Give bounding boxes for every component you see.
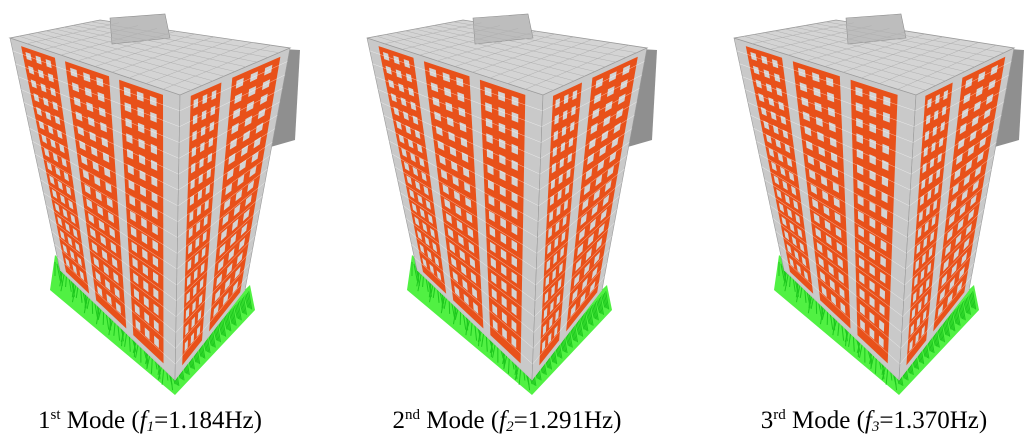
ordinal-suffix: st	[50, 407, 61, 423]
facade-panels	[9, 37, 291, 381]
mode-panel-2: 2nd Mode (f2=1.291Hz)	[357, 0, 657, 443]
frequency-value: 1.184Hz	[168, 407, 254, 434]
building-model-2	[366, 13, 657, 395]
mode-label: Mode	[426, 407, 485, 434]
mode-number: 1	[38, 407, 51, 434]
ordinal-suffix: rd	[773, 407, 786, 423]
frequency-value: 1.291Hz	[527, 407, 614, 434]
roof-slab	[733, 13, 1016, 96]
mode-panel-1: 1st Mode (f1=1.184Hz)	[0, 0, 300, 443]
roof-slab	[366, 13, 649, 96]
mode-caption-3: 3rd Mode (f3=1.370Hz)	[760, 407, 988, 435]
ordinal-suffix: nd	[405, 407, 421, 423]
mode-caption-2: 2nd Mode (f2=1.291Hz)	[392, 407, 622, 435]
frequency-value: 1.370Hz	[893, 407, 979, 434]
mode-panel-3: 3rd Mode (f3=1.370Hz)	[724, 0, 1024, 443]
frequency-symbol: f	[139, 407, 147, 434]
facade-panels	[733, 37, 1015, 381]
mode-label: Mode	[66, 407, 126, 434]
mode-number: 3	[760, 407, 774, 434]
building-model-1	[8, 13, 300, 395]
frequency-symbol: f	[864, 407, 872, 434]
facade-panels	[366, 37, 648, 381]
mode-label: Mode	[792, 407, 851, 434]
mode-caption-1: 1st Mode (f1=1.184Hz)	[38, 407, 262, 435]
frequency-symbol: f	[499, 407, 507, 434]
frequency-subscript: 3	[871, 419, 880, 435]
building-model-3	[733, 13, 1024, 395]
frequency-subscript: 1	[146, 419, 155, 435]
frequency-subscript: 2	[506, 419, 514, 435]
roof-slab	[8, 13, 292, 96]
mode-number: 2	[392, 407, 406, 434]
